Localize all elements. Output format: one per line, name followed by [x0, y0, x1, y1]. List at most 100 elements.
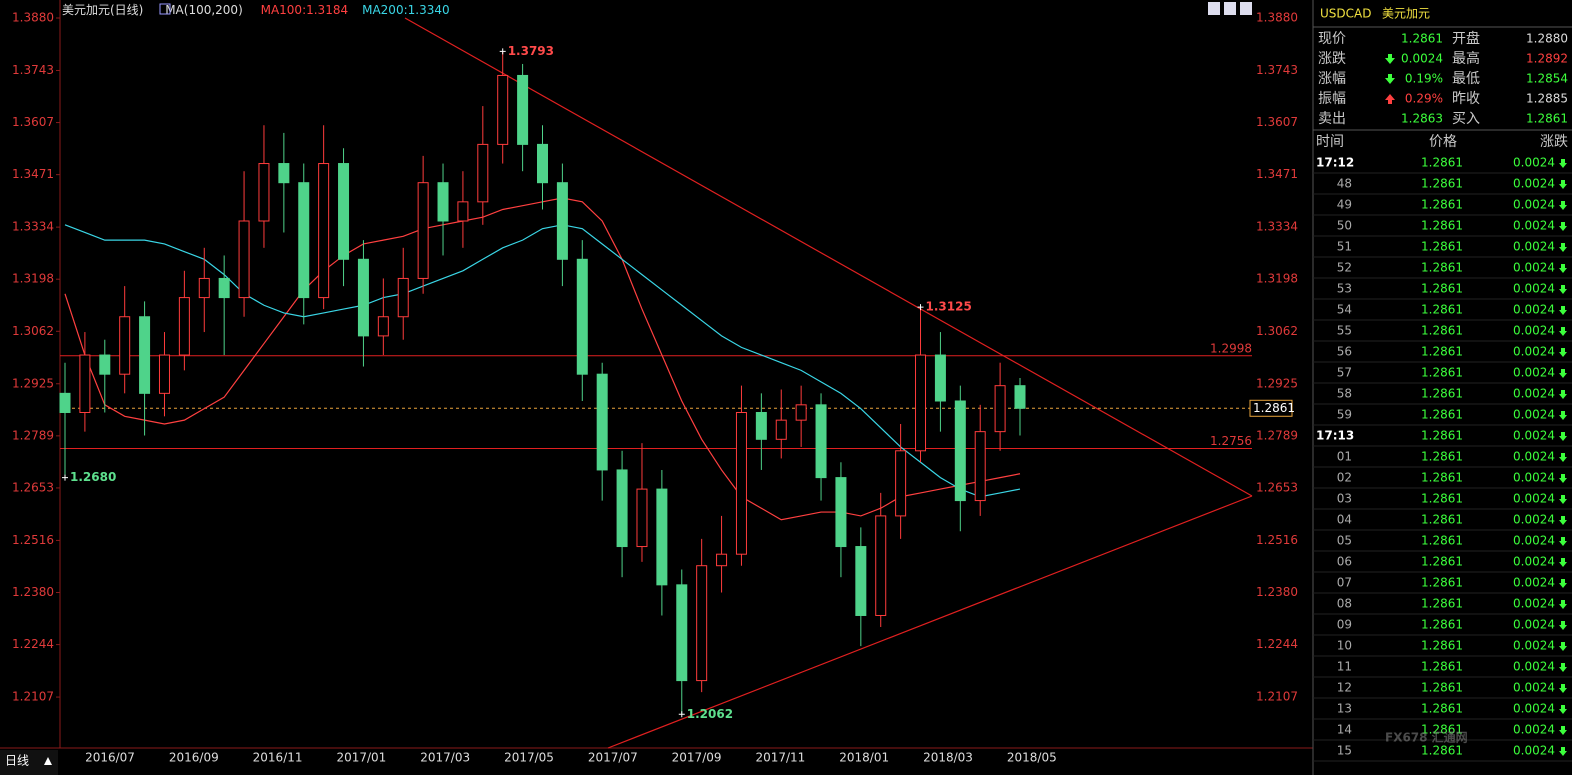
trade-price: 1.2861: [1421, 219, 1463, 233]
candle-body: [696, 565, 708, 682]
trade-time: 48: [1337, 177, 1352, 191]
y-tick-label-right: 1.3062: [1256, 324, 1298, 338]
trade-change: 0.0024: [1513, 744, 1555, 758]
trade-price: 1.2861: [1421, 240, 1463, 254]
y-tick-label: 1.3062: [12, 324, 54, 338]
quote-label: 涨幅: [1318, 71, 1346, 87]
candle-body: [954, 400, 966, 502]
trade-price: 1.2861: [1421, 198, 1463, 212]
trade-change: 0.0024: [1513, 681, 1555, 695]
trade-price: 1.2861: [1421, 303, 1463, 317]
quote-value: 1.2861: [1401, 32, 1443, 46]
quote-value: 1.2892: [1526, 52, 1568, 66]
trade-price: 1.2861: [1421, 513, 1463, 527]
x-tick-label: 2017/11: [755, 751, 805, 765]
last-price-label: 1.2861: [1253, 401, 1295, 415]
trade-change: 0.0024: [1513, 219, 1555, 233]
trade-change: 0.0024: [1513, 282, 1555, 296]
candle-body: [755, 411, 767, 440]
tool-button[interactable]: [1208, 2, 1220, 15]
x-tick-label: 2018/01: [839, 751, 889, 765]
trade-change: 0.0024: [1513, 408, 1555, 422]
candle-body: [79, 354, 91, 413]
trade-arrow: [1559, 726, 1567, 735]
legend-name: MA200: [362, 3, 403, 17]
trade-change: 0.0024: [1513, 177, 1555, 191]
trade-time: 12: [1337, 681, 1352, 695]
quote-arrow: [1385, 74, 1395, 84]
y-tick-label-right: 1.3471: [1256, 167, 1298, 181]
y-tick-label: 1.2653: [12, 480, 54, 494]
period-tab[interactable]: 日线: [5, 754, 29, 768]
trade-time: 02: [1337, 471, 1352, 485]
quote-label: 开盘: [1452, 30, 1480, 47]
candle-body: [676, 584, 688, 682]
candle-body: [775, 419, 787, 440]
trade-arrow: [1559, 705, 1567, 714]
candle-body: [238, 220, 250, 299]
indicator-icon[interactable]: [159, 3, 171, 15]
trade-price: 1.2861: [1421, 723, 1463, 737]
trade-change: 0.0024: [1513, 156, 1555, 170]
trade-price: 1.2861: [1421, 744, 1463, 758]
quote-value: 1.2885: [1526, 92, 1568, 106]
candle-body: [178, 297, 190, 356]
tab-arrow[interactable]: [44, 757, 52, 765]
x-tick-label: 2017/03: [420, 751, 470, 765]
trade-time: 08: [1337, 597, 1352, 611]
trade-change: 0.0024: [1513, 723, 1555, 737]
trade-time: 13: [1337, 702, 1352, 716]
trade-price: 1.2861: [1421, 597, 1463, 611]
y-tick-label-right: 1.2653: [1256, 480, 1298, 494]
trade-time: 52: [1337, 261, 1352, 275]
candle-body: [616, 469, 628, 548]
tool-button[interactable]: [1240, 2, 1252, 15]
trade-header: 时间: [1316, 134, 1344, 150]
candle-body: [915, 354, 927, 452]
candle-body: [795, 404, 807, 421]
candle-body: [357, 258, 369, 337]
trade-price: 1.2861: [1421, 177, 1463, 191]
trade-change: 0.0024: [1513, 618, 1555, 632]
y-tick-label-right: 1.3334: [1256, 220, 1298, 234]
trade-price: 1.2861: [1421, 492, 1463, 506]
candle-body: [99, 354, 111, 375]
trade-arrow: [1559, 642, 1567, 651]
trade-change: 0.0024: [1513, 324, 1555, 338]
trade-change: 0.0024: [1513, 576, 1555, 590]
candle-body: [934, 354, 946, 402]
candle-body: [1014, 385, 1026, 409]
trade-change: 0.0024: [1513, 429, 1555, 443]
y-tick-label-right: 1.3607: [1256, 115, 1298, 129]
trade-arrow: [1559, 222, 1567, 231]
quote-label: 最低: [1452, 71, 1480, 87]
candle-body: [576, 258, 588, 375]
quote-value: 1.2854: [1526, 72, 1568, 86]
trend-line-upper: [404, 17, 1253, 497]
candle-body: [258, 163, 270, 222]
trade-change: 0.0024: [1513, 345, 1555, 359]
candle-body: [437, 182, 449, 222]
trade-time: 53: [1337, 282, 1352, 296]
candle-body: [815, 404, 827, 479]
trade-change: 0.0024: [1513, 702, 1555, 716]
trade-change: 0.0024: [1513, 471, 1555, 485]
candle-body: [895, 450, 907, 517]
trade-price: 1.2861: [1421, 345, 1463, 359]
extreme-marker: [678, 711, 685, 718]
trade-time: 10: [1337, 639, 1352, 653]
quote-label: 昨收: [1452, 91, 1480, 107]
x-tick-label: 2016/09: [169, 751, 219, 765]
trade-arrow: [1559, 558, 1567, 567]
trade-time: 04: [1337, 513, 1352, 527]
trade-arrow: [1559, 348, 1567, 357]
trade-price: 1.2861: [1421, 366, 1463, 380]
level-label: 1.2998: [1210, 341, 1252, 355]
trade-change: 0.0024: [1513, 450, 1555, 464]
tool-button[interactable]: [1224, 2, 1236, 15]
last-price-box: [1249, 399, 1293, 417]
trade-arrow: [1559, 663, 1567, 672]
trade-arrow: [1559, 285, 1567, 294]
trade-time: 03: [1337, 492, 1352, 506]
quote-value: 0.19%: [1405, 72, 1443, 86]
